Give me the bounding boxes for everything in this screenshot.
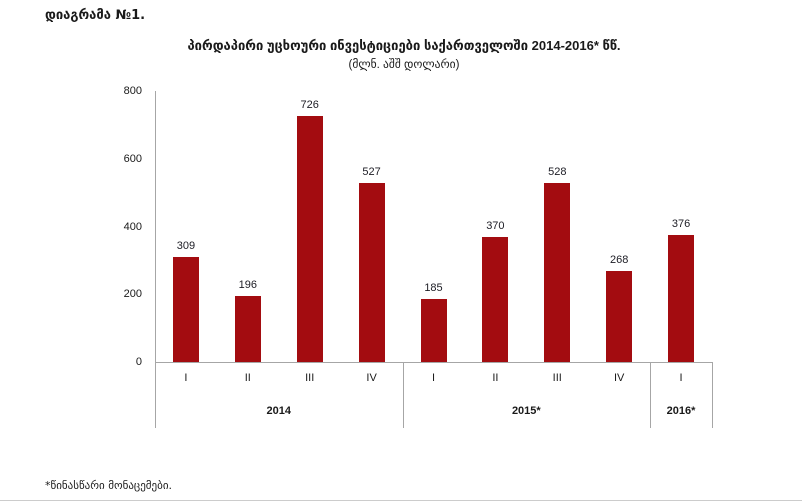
plot-area: 309 196 726 527 185 370 528 268 376 [155,91,712,362]
quarter-label: I [431,372,436,384]
y-tick-label: 400 [123,220,142,233]
bar [606,271,633,362]
y-axis-tick-labels: 0 200 400 600 800 [94,85,142,368]
quarter-label: II [244,372,251,384]
quarter-label: III [552,372,562,384]
group-separator [650,362,652,428]
bar [544,183,571,362]
quarter-label: IV [613,372,625,384]
bar [358,183,385,362]
bar-value-label: 376 [671,217,691,230]
year-label: 2016* [666,405,696,417]
y-tick-label: 600 [123,152,142,165]
diagram-number-label: დიაგრამა №1. [45,8,146,23]
quarter-label: IV [366,372,377,384]
bar [420,299,447,362]
group-separator-layer [155,362,713,428]
quarter-label: I [184,372,188,384]
quarter-label-row: I II III IV I II III IV I [155,371,712,386]
bar-value-label: 196 [238,278,257,291]
y-tick-label: 800 [123,85,142,97]
bar-value-label: 726 [300,99,319,112]
year-label-row: 2014 2015* 2016* [155,404,712,419]
chart-subtitle: (მლნ. აშშ დოლარი) [348,59,460,71]
quarter-label: III [305,372,315,384]
group-separator [712,362,713,428]
bar-value-label: 527 [362,166,381,179]
bar [668,234,695,362]
bar-value-label: 309 [176,240,196,253]
year-label: 2014 [266,405,292,417]
y-tick-label: 200 [123,288,142,301]
bar-value-label: 268 [609,254,629,267]
bar-value-label: 185 [424,282,443,295]
quarter-label: I [679,372,683,384]
bar [296,116,323,362]
bar [234,295,261,362]
group-separator [402,362,404,428]
y-axis-line [155,91,156,428]
page-divider-line [0,500,802,501]
bar [172,257,199,362]
quarter-label: II [492,372,499,384]
bar-value-label: 370 [486,219,505,232]
chart-title: პირდაპირი უცხოური ინვესტიციები საქართველ… [187,38,621,53]
x-axis-baseline [155,362,713,363]
bar-value-label: 528 [548,166,567,179]
footnote: *წინასწარი მონაცემები. [45,479,173,492]
y-tick-label: 0 [135,356,142,368]
bar [482,236,509,362]
year-label: 2015* [511,405,541,417]
